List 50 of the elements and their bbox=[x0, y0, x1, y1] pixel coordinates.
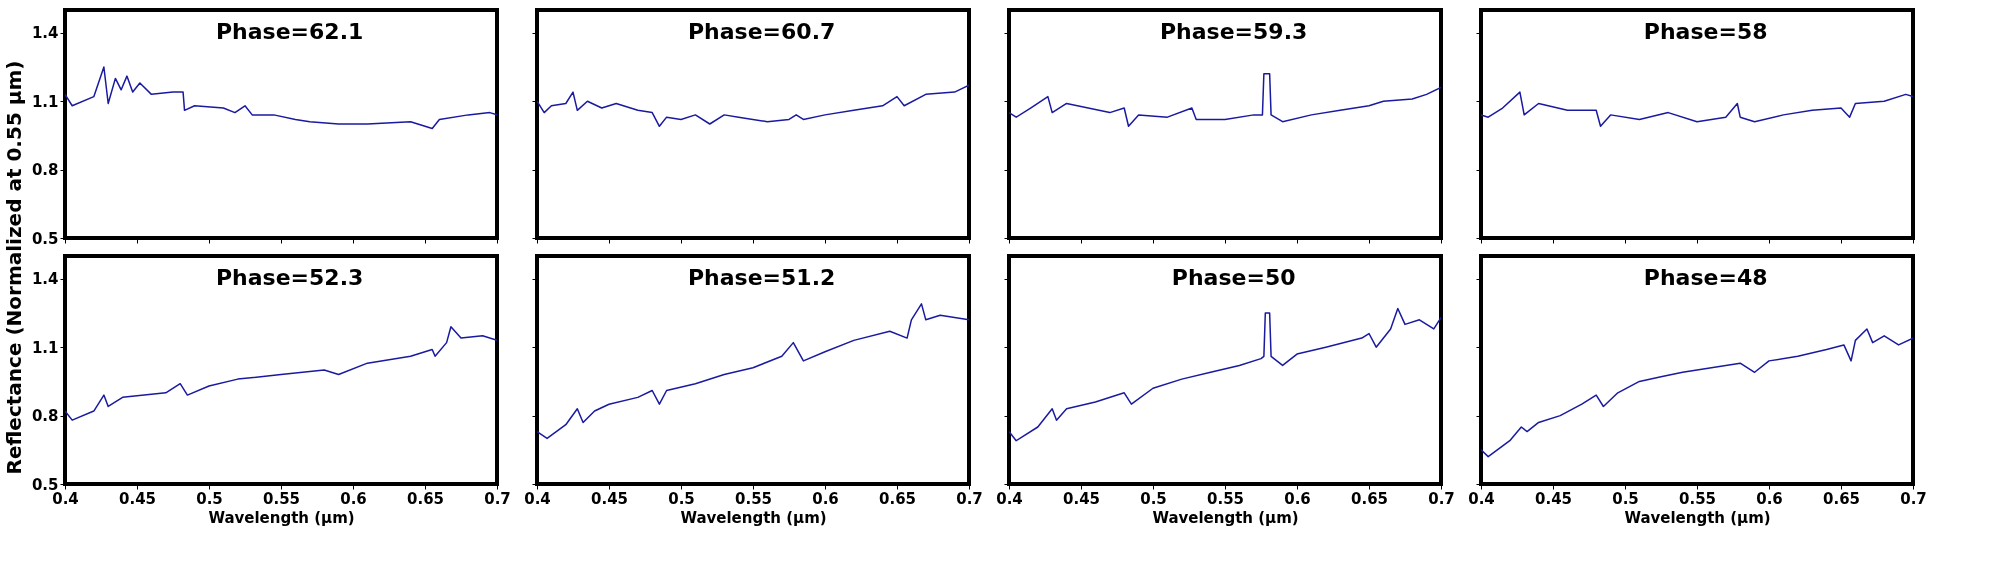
x-tick-label: 0.5 bbox=[1140, 489, 1167, 508]
annotation: Phase=52.3 bbox=[215, 265, 364, 290]
x-tick-label: 0.5 bbox=[668, 489, 695, 508]
x-tick-label: 0.45 bbox=[1062, 489, 1101, 508]
x-tick-label: 0.55 bbox=[1678, 489, 1717, 508]
x-tick-label: 0.45 bbox=[1534, 489, 1573, 508]
x-tick-label: 0.4 bbox=[524, 489, 551, 508]
annotation: Phase=51.2 bbox=[687, 265, 836, 290]
x-tick-label: 0.7 bbox=[1900, 489, 1927, 508]
x-tick-label: 0.7 bbox=[1428, 489, 1455, 508]
x-tick-label: 0.6 bbox=[812, 489, 839, 508]
y-tick-label: 0.5 bbox=[31, 229, 59, 248]
x-tick-label: 0.5 bbox=[196, 489, 223, 508]
annotation: Phase=58 bbox=[1643, 19, 1768, 44]
x-tick-label: 0.5 bbox=[1612, 489, 1639, 508]
annotation: Phase=60.7 bbox=[687, 19, 836, 44]
x-tick-label: 0.55 bbox=[1206, 489, 1245, 508]
x-tick-label: 0.4 bbox=[1468, 489, 1495, 508]
x-tick-label: 0.45 bbox=[118, 489, 157, 508]
y-tick-label: 1.1 bbox=[31, 92, 59, 111]
y-tick-label: 1.4 bbox=[31, 24, 59, 43]
x-tick-label: 0.6 bbox=[1756, 489, 1783, 508]
x-tick-label: 0.4 bbox=[996, 489, 1023, 508]
y-tick-label: 0.8 bbox=[31, 407, 59, 426]
x-axis-title: Wavelength (μm) bbox=[680, 508, 827, 527]
y-axis-title: Reflectance (Normalized at 0.55 μm) bbox=[2, 60, 27, 475]
x-tick-label: 0.65 bbox=[1350, 489, 1389, 508]
annotation: Phase=48 bbox=[1643, 265, 1768, 290]
annotation: Phase=50 bbox=[1171, 265, 1296, 290]
x-tick-label: 0.65 bbox=[406, 489, 445, 508]
y-tick-label: 0.8 bbox=[31, 161, 59, 180]
x-tick-label: 0.65 bbox=[878, 489, 917, 508]
x-tick-label: 0.7 bbox=[956, 489, 983, 508]
annotation: Phase=59.3 bbox=[1159, 19, 1308, 44]
x-axis-title: Wavelength (μm) bbox=[208, 508, 355, 527]
x-tick-label: 0.55 bbox=[734, 489, 773, 508]
x-tick-label: 0.45 bbox=[590, 489, 629, 508]
line-series bbox=[65, 66, 497, 130]
annotation: Phase=62.1 bbox=[215, 19, 364, 44]
x-tick-label: 0.4 bbox=[52, 489, 79, 508]
x-axis-title: Wavelength (μm) bbox=[1624, 508, 1771, 527]
y-tick-label: 1.4 bbox=[31, 270, 59, 289]
x-tick-label: 0.55 bbox=[262, 489, 301, 508]
x-tick-label: 0.7 bbox=[484, 489, 511, 508]
x-tick-label: 0.6 bbox=[1284, 489, 1311, 508]
x-tick-label: 0.65 bbox=[1822, 489, 1861, 508]
line-series bbox=[65, 325, 497, 421]
x-axis-title: Wavelength (μm) bbox=[1152, 508, 1299, 527]
y-tick-label: 1.1 bbox=[31, 338, 59, 357]
x-tick-label: 0.6 bbox=[340, 489, 367, 508]
